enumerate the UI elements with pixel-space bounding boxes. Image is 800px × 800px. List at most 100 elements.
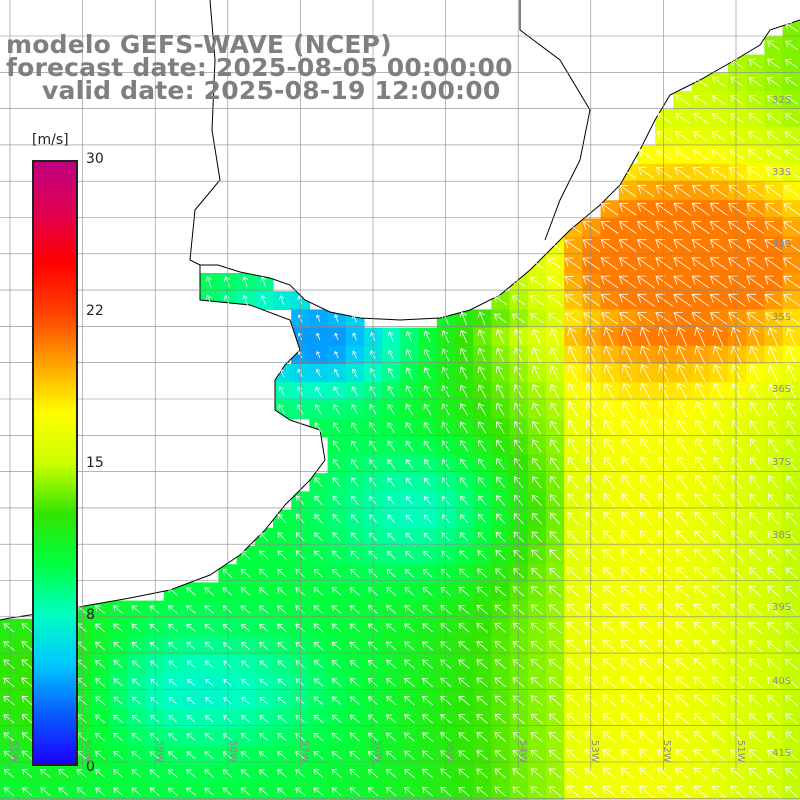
wind-arrow [655,275,674,289]
wind-arrow [657,767,672,780]
wind-arrow [530,659,543,670]
wind-arrow [602,621,617,634]
wind-arrow [694,511,707,526]
wind-arrow [693,749,708,762]
wind-arrow [711,585,726,598]
wind-arrow [511,313,526,324]
wind-arrow [602,749,617,762]
wind-arrow [600,293,619,307]
wind-arrow [458,695,470,706]
wind-arrow [532,420,542,435]
wind-arrow [638,585,654,598]
wind-arrow [240,769,251,778]
wind-arrow [785,604,799,616]
wind-arrow [582,275,601,289]
wind-arrow [331,605,342,614]
wind-arrow [186,678,196,686]
wind-arrow [458,568,469,578]
wind-arrow [495,329,504,344]
wind-arrow [113,623,124,633]
wind-arrow [693,767,708,780]
wind-arrow [657,640,672,653]
wind-cell [782,564,800,583]
wind-arrow [582,221,601,234]
wind-arrow [782,275,800,289]
wind-arrow [94,714,106,724]
wind-arrow [728,167,745,179]
wind-arrow [549,549,561,561]
wind-arrow [423,514,432,523]
wind-arrow [512,731,525,743]
wind-arrow [711,712,726,725]
wind-cell [782,691,800,711]
wind-arrow [746,185,764,197]
wind-arrow [566,585,581,598]
wind-arrow [638,658,654,671]
wind-arrow [602,731,617,744]
wind-arrow [388,331,394,342]
wind-arrow [423,532,432,541]
wind-arrow [729,149,745,161]
wind-arrow [728,221,746,234]
wind-arrow [313,660,324,669]
wind-arrow [785,713,799,725]
wind-arrow [731,456,743,472]
wind-arrow [564,294,582,307]
wind-arrow [478,439,487,452]
wind-arrow [423,385,432,397]
wind-arrow [712,493,725,508]
wind-arrow [279,368,285,378]
wind-arrow [640,419,652,436]
wind-arrow [150,696,159,705]
wind-arrow [584,676,599,689]
wind-arrow [676,401,688,418]
wind-arrow [277,642,287,651]
wind-arrow [494,586,507,597]
wind-arrow [655,257,674,271]
wind-arrow [349,750,360,760]
wind-arrow [512,568,525,579]
wind-arrow [713,438,725,454]
colorbar-tick-0: 0 [86,759,95,775]
wind-arrow [549,512,561,525]
wind-arrow [637,257,655,271]
wind-arrow [240,568,251,578]
wind-arrow [713,364,724,382]
wind-arrow [186,697,196,705]
river-border [189,0,221,266]
wind-arrow [640,363,651,382]
wind-arrow [548,658,562,670]
wind-arrow [460,477,468,488]
wind-arrow [748,749,762,761]
wind-arrow [620,566,635,580]
wind-arrow [728,185,746,198]
wind-arrow [205,275,212,288]
wind-arrow [766,749,780,761]
wind-arrow [657,694,672,707]
wind-arrow [150,678,159,687]
wind-arrow [387,532,396,541]
wind-arrow [730,767,744,780]
wind-arrow [350,495,359,505]
wind-arrow [768,457,779,471]
wind-arrow [747,131,763,142]
wind-arrow [675,548,689,562]
wind-arrow [621,493,634,508]
wind-arrow [567,401,579,418]
wind-arrow [766,640,780,652]
wind-arrow [495,495,505,506]
wind-arrow [259,733,269,742]
wind-arrow [691,184,710,198]
wind-arrow [511,295,526,306]
wind-arrow [423,496,432,505]
wind-arrow [694,345,706,365]
wind-arrow [674,167,691,179]
wind-cell [600,782,620,800]
wind-arrow [21,714,33,724]
wind-arrow [785,327,796,346]
wind-cell [491,782,511,800]
wind-arrow [532,476,542,489]
wind-arrow [385,714,397,724]
wind-arrow [547,276,563,288]
wind-arrow [711,658,726,671]
